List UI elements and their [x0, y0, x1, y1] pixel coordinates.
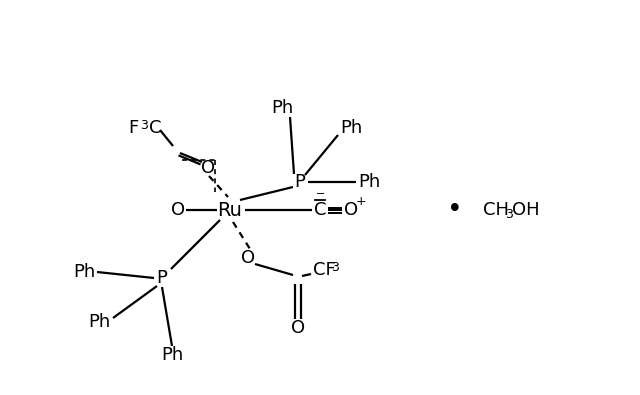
Text: 3: 3 [505, 207, 513, 220]
Text: O: O [241, 249, 255, 267]
Text: Ru: Ru [218, 201, 243, 220]
Text: 3: 3 [140, 119, 148, 132]
Text: O: O [201, 159, 215, 177]
Text: O: O [171, 201, 185, 219]
Text: CF: CF [313, 261, 336, 279]
Text: 3: 3 [331, 261, 339, 274]
Text: C: C [314, 201, 326, 219]
Text: O: O [291, 319, 305, 337]
Text: O: O [344, 201, 358, 219]
Text: Ph: Ph [358, 173, 380, 191]
Text: Ph: Ph [88, 313, 110, 331]
Text: CH: CH [483, 201, 509, 219]
Text: P: P [294, 173, 305, 191]
Text: C: C [149, 119, 161, 137]
Text: •: • [447, 197, 463, 223]
Text: P: P [157, 269, 168, 287]
Text: +: + [356, 194, 366, 207]
Text: Ph: Ph [340, 119, 362, 137]
Text: F: F [128, 119, 138, 137]
Text: OH: OH [512, 201, 540, 219]
Text: Ph: Ph [73, 263, 95, 281]
Text: Ph: Ph [161, 346, 183, 364]
Text: Ph: Ph [271, 99, 293, 117]
Text: −: − [316, 189, 326, 199]
